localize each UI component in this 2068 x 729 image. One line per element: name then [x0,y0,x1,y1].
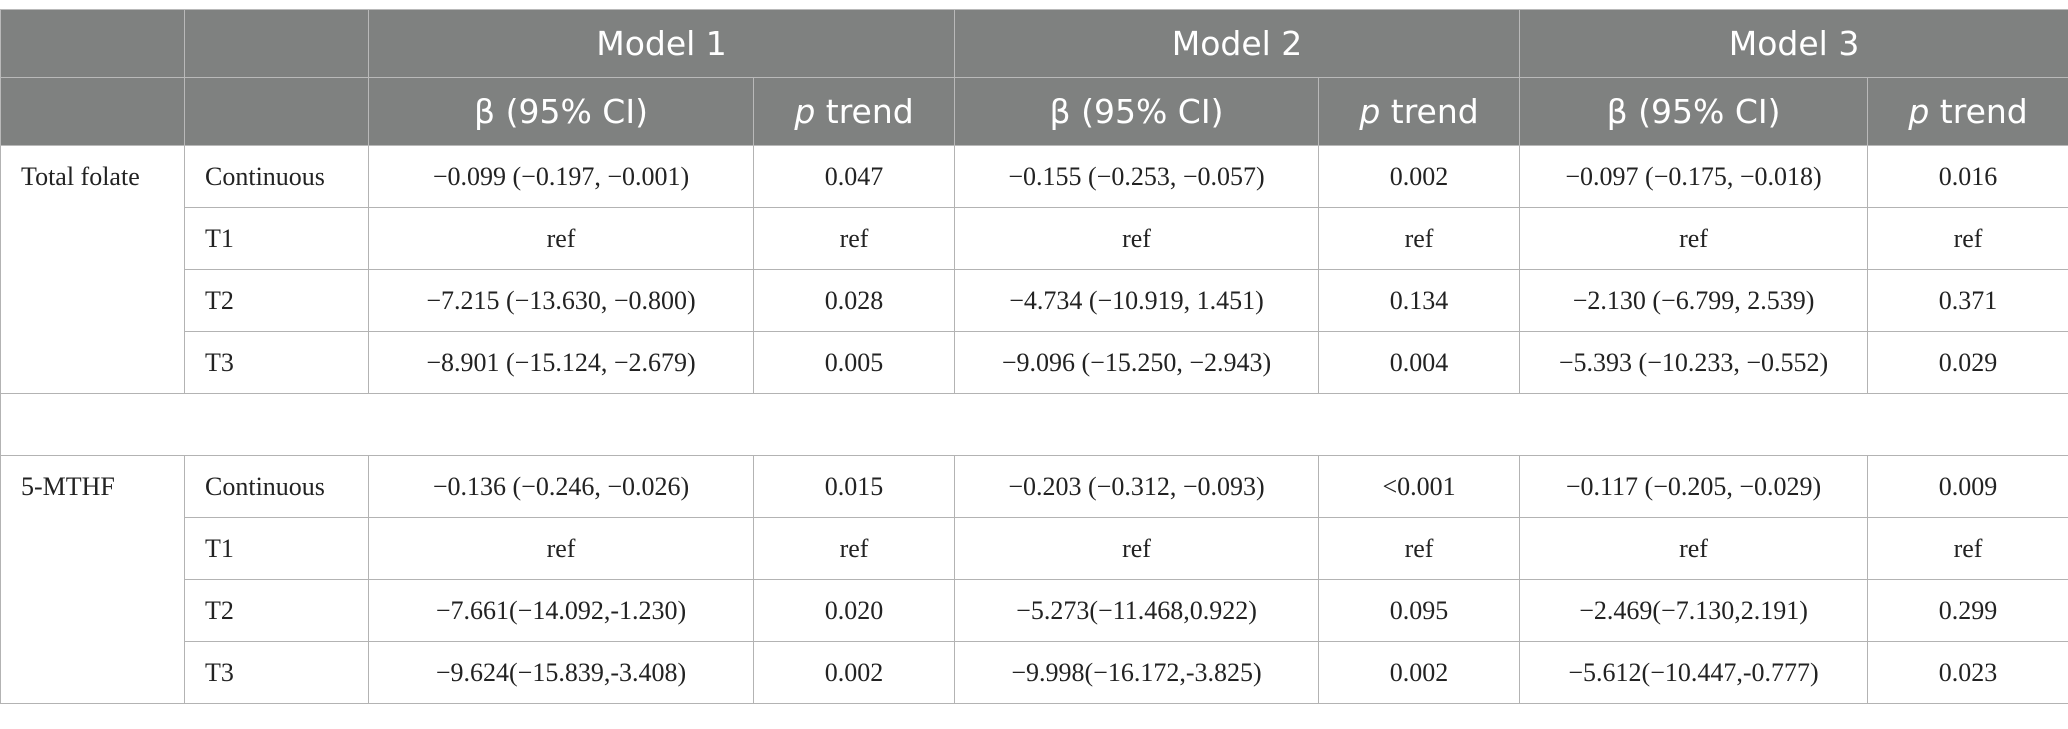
table-header: Model 1 Model 2 Model 3 β (95% CI) p tre… [1,10,2068,146]
model-1-beta-cell: ref [369,518,754,580]
model-3-beta-cell: −2.469(−7.130,2.191) [1520,580,1868,642]
p-symbol: p [794,92,815,131]
table-row: 5-MTHF Continuous −0.136 (−0.246, −0.026… [1,456,2068,518]
model-2-p-cell: <0.001 [1319,456,1520,518]
level-cell: Continuous [185,456,369,518]
model-3-p-cell: 0.299 [1868,580,2068,642]
level-cell: T2 [185,580,369,642]
level-cell: T3 [185,642,369,704]
level-cell: T2 [185,270,369,332]
p-symbol: p [1908,92,1929,131]
model-1-p-cell: ref [754,208,955,270]
table-row: T3 −8.901 (−15.124, −2.679) 0.005 −9.096… [1,332,2068,394]
model-2-beta-cell: ref [955,518,1319,580]
model-1-p-cell: ref [754,518,955,580]
level-cell: T1 [185,518,369,580]
model-2-beta-cell: −9.998(−16.172,-3.825) [955,642,1319,704]
model-3-p-cell: 0.029 [1868,332,2068,394]
model-2-beta-cell: −9.096 (−15.250, −2.943) [955,332,1319,394]
model-1-beta-cell: ref [369,208,754,270]
p-trend-header: p trend [754,78,955,146]
model-2-beta-cell: −4.734 (−10.919, 1.451) [955,270,1319,332]
model-3-p-cell: ref [1868,208,2068,270]
table-row: T2 −7.661(−14.092,-1.230) 0.020 −5.273(−… [1,580,2068,642]
table-row: T2 −7.215 (−13.630, −0.800) 0.028 −4.734… [1,270,2068,332]
model-1-p-cell: 0.028 [754,270,955,332]
model-2-beta-cell: −5.273(−11.468,0.922) [955,580,1319,642]
table-row: T1 ref ref ref ref ref ref [1,208,2068,270]
p-symbol: p [1359,92,1380,131]
header-blank-cell [1,78,185,146]
model-1-p-cell: 0.002 [754,642,955,704]
results-table: Model 1 Model 2 Model 3 β (95% CI) p tre… [0,9,2068,704]
model-2-beta-cell: ref [955,208,1319,270]
spacer-row [1,394,2068,456]
p-trend-header: p trend [1868,78,2068,146]
beta-ci-header: β (95% CI) [369,78,754,146]
model-2-beta-cell: −0.203 (−0.312, −0.093) [955,456,1319,518]
model-2-p-cell: 0.002 [1319,642,1520,704]
level-cell: T1 [185,208,369,270]
model-3-p-cell: ref [1868,518,2068,580]
model-3-beta-cell: −0.117 (−0.205, −0.029) [1520,456,1868,518]
beta-ci-header: β (95% CI) [955,78,1319,146]
model-3-p-cell: 0.009 [1868,456,2068,518]
model-3-header: Model 3 [1520,10,2068,78]
p-trend-header: p trend [1319,78,1520,146]
trend-label: trend [1380,92,1478,131]
level-cell: Continuous [185,146,369,208]
trend-label: trend [1929,92,2027,131]
model-1-p-cell: 0.005 [754,332,955,394]
model-1-beta-cell: −9.624(−15.839,-3.408) [369,642,754,704]
model-2-p-cell: ref [1319,208,1520,270]
model-3-beta-cell: −5.612(−10.447,-0.777) [1520,642,1868,704]
model-1-beta-cell: −7.215 (−13.630, −0.800) [369,270,754,332]
beta-ci-header: β (95% CI) [1520,78,1868,146]
model-1-beta-cell: −0.099 (−0.197, −0.001) [369,146,754,208]
header-row-models: Model 1 Model 2 Model 3 [1,10,2068,78]
table-body: Total folate Continuous −0.099 (−0.197, … [1,146,2068,704]
model-1-beta-cell: −0.136 (−0.246, −0.026) [369,456,754,518]
model-1-p-cell: 0.020 [754,580,955,642]
model-3-p-cell: 0.371 [1868,270,2068,332]
table-row: T1 ref ref ref ref ref ref [1,518,2068,580]
model-3-beta-cell: ref [1520,518,1868,580]
model-2-header: Model 2 [955,10,1520,78]
group-label-total-folate: Total folate [1,146,185,394]
header-blank-cell [185,10,369,78]
model-2-p-cell: 0.002 [1319,146,1520,208]
model-1-p-cell: 0.015 [754,456,955,518]
model-1-p-cell: 0.047 [754,146,955,208]
trend-label: trend [815,92,913,131]
table-row: T3 −9.624(−15.839,-3.408) 0.002 −9.998(−… [1,642,2068,704]
spacer-cell [1,394,2068,456]
model-2-p-cell: 0.134 [1319,270,1520,332]
model-1-header: Model 1 [369,10,955,78]
model-1-beta-cell: −7.661(−14.092,-1.230) [369,580,754,642]
table-row: Total folate Continuous −0.099 (−0.197, … [1,146,2068,208]
model-2-p-cell: 0.095 [1319,580,1520,642]
model-2-p-cell: ref [1319,518,1520,580]
model-3-beta-cell: −0.097 (−0.175, −0.018) [1520,146,1868,208]
header-blank-cell [1,10,185,78]
model-3-p-cell: 0.016 [1868,146,2068,208]
model-2-p-cell: 0.004 [1319,332,1520,394]
model-3-beta-cell: −2.130 (−6.799, 2.539) [1520,270,1868,332]
model-3-beta-cell: ref [1520,208,1868,270]
group-label-5-mthf: 5-MTHF [1,456,185,704]
model-1-beta-cell: −8.901 (−15.124, −2.679) [369,332,754,394]
header-blank-cell [185,78,369,146]
model-3-p-cell: 0.023 [1868,642,2068,704]
model-2-beta-cell: −0.155 (−0.253, −0.057) [955,146,1319,208]
header-row-stats: β (95% CI) p trend β (95% CI) p trend β … [1,78,2068,146]
level-cell: T3 [185,332,369,394]
model-3-beta-cell: −5.393 (−10.233, −0.552) [1520,332,1868,394]
